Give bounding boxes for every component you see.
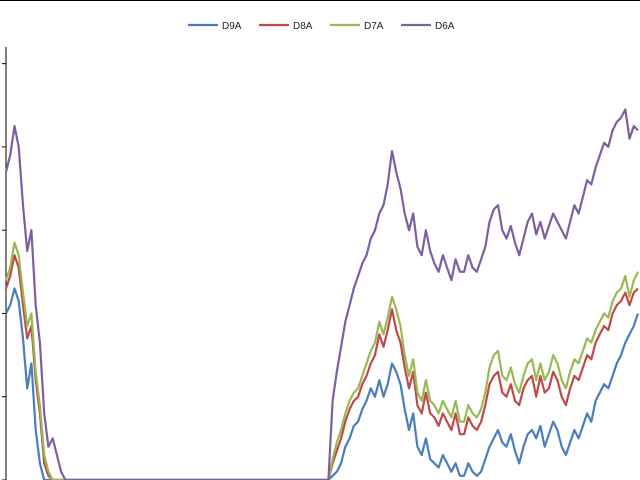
chart-border-top	[0, 0, 640, 1]
legend-item-d8a: D8A	[259, 21, 313, 32]
legend-item-d7a: D7A	[330, 21, 384, 32]
legend-label: D8A	[293, 21, 313, 32]
legend-item-d9a: D9A	[188, 21, 242, 32]
y-axis-ticks	[2, 63, 6, 480]
series-line-d8a	[4, 254, 639, 480]
series-line-d9a	[5, 287, 640, 480]
legend: D9A D8A D7A D6A	[188, 21, 455, 32]
legend-item-d6a: D6A	[401, 21, 455, 32]
legend-label: D7A	[364, 21, 384, 32]
series-lines	[4, 108, 640, 480]
series-line-d6a	[4, 108, 639, 480]
legend-label: D9A	[222, 21, 242, 32]
legend-label: D6A	[435, 21, 455, 32]
series-line-d7a	[4, 241, 639, 480]
